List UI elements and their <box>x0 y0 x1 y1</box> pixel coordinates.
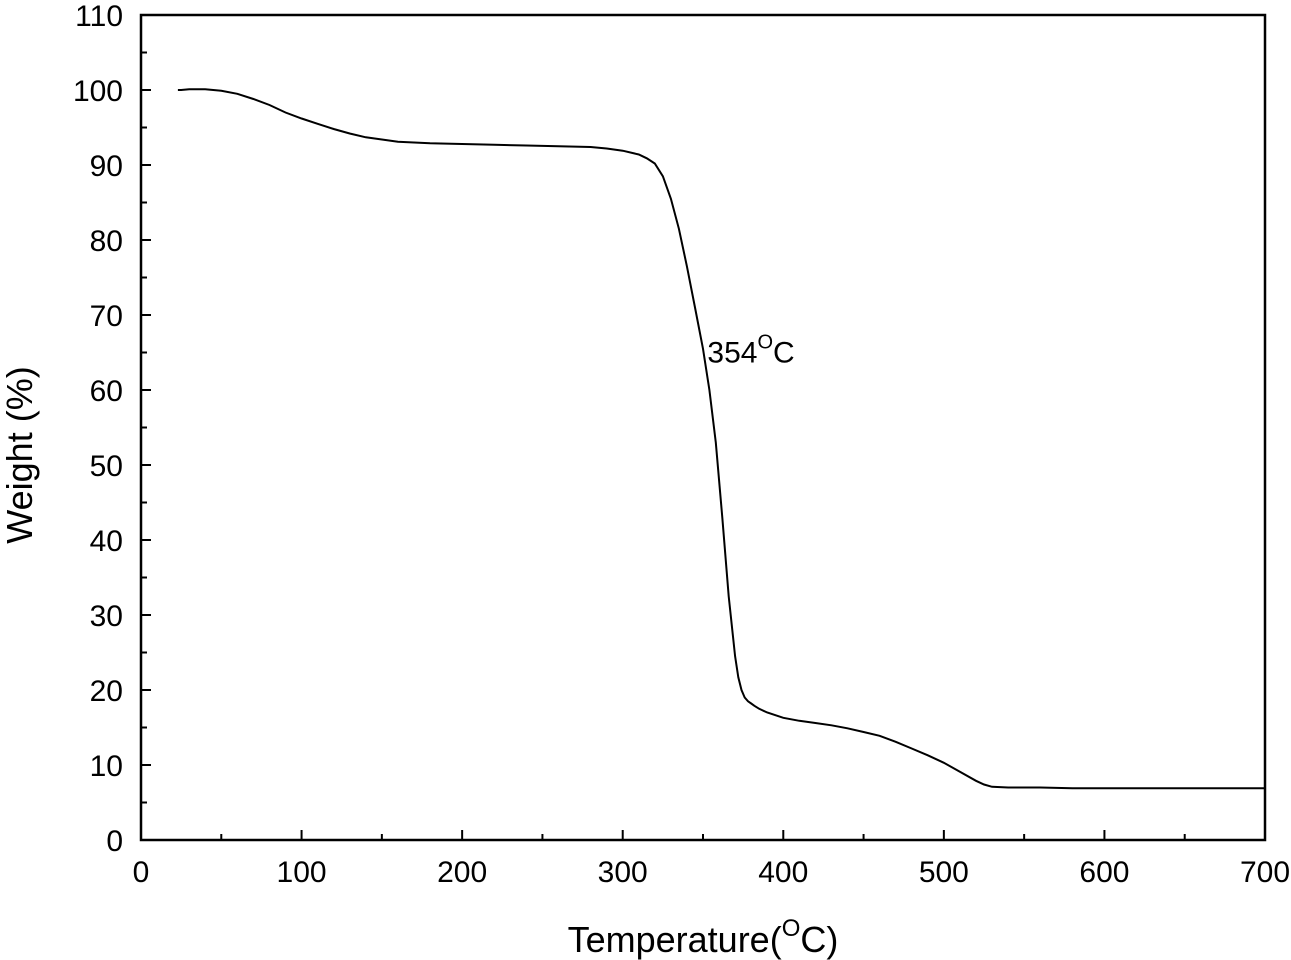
plot-frame <box>139 13 1267 842</box>
x-tick-label: 0 <box>133 856 150 889</box>
x-tick-label: 400 <box>758 856 808 889</box>
x-tick-label: 600 <box>1079 856 1129 889</box>
y-tick-label: 50 <box>90 450 123 483</box>
weight-curve <box>177 88 1265 790</box>
y-tick-label: 60 <box>90 375 123 408</box>
y-tick-label: 100 <box>73 75 123 108</box>
y-tick-label: 110 <box>75 0 123 33</box>
annotation-unit: C <box>773 337 795 370</box>
y-axis-title: Weight (%) <box>0 366 40 543</box>
x-tick-label: 700 <box>1240 856 1290 889</box>
y-tick-label: 30 <box>90 600 123 633</box>
y-tick-label: 0 <box>106 825 123 858</box>
y-tick-label: 70 <box>90 300 123 333</box>
y-tick-label: 10 <box>90 750 123 783</box>
peak-temperature-annotation: 354OC <box>707 332 794 370</box>
y-tick-label: 40 <box>90 525 123 558</box>
x-tick-label: 200 <box>437 856 487 889</box>
x-tick-label: 100 <box>277 856 327 889</box>
x-tick-label: 500 <box>919 856 969 889</box>
annotation-value: 354 <box>707 337 757 370</box>
y-tick-label: 90 <box>90 150 123 183</box>
y-tick-label: 80 <box>90 225 123 258</box>
x-axis-title: Temperature(OC) <box>568 915 839 960</box>
y-tick-label: 20 <box>90 675 123 708</box>
x-tick-label: 300 <box>598 856 648 889</box>
annotation-degree: O <box>757 332 773 354</box>
